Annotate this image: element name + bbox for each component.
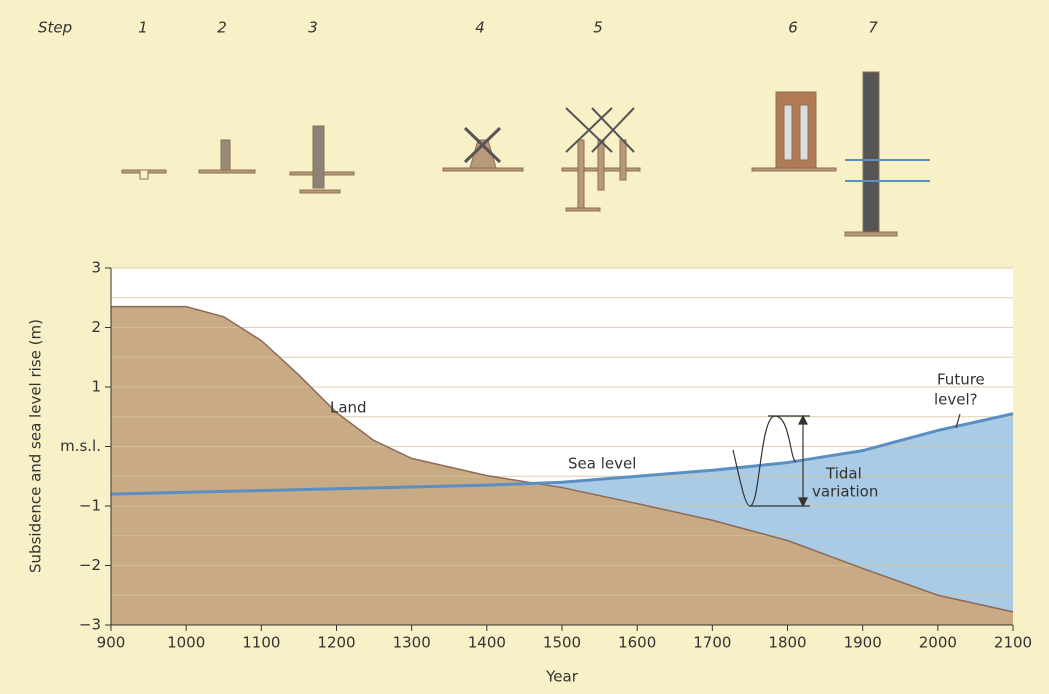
annotation: variation	[812, 483, 878, 501]
step-number: 6	[788, 19, 798, 37]
chart: Land Sea level Step Tidal variation Futur…	[0, 0, 1049, 694]
annotation: Tidal	[825, 465, 862, 483]
step-number: 4	[475, 19, 485, 37]
x-tick-label: 1200	[317, 634, 355, 652]
x-tick-label: 2100	[994, 634, 1032, 652]
x-tick-label: 1100	[242, 634, 280, 652]
x-tick-label: 900	[97, 634, 126, 652]
series-label: Land	[330, 399, 367, 417]
y-tick-label: m.s.l.	[60, 437, 101, 455]
y-axis-label: Subsidence and sea level rise (m)	[27, 319, 45, 573]
y-tick-label: −2	[79, 556, 101, 574]
step-number: 1	[138, 19, 148, 37]
x-axis-label: Year	[545, 668, 579, 686]
step-icons	[122, 72, 930, 236]
x-tick-label: 2000	[919, 634, 957, 652]
annotation: Future	[937, 371, 985, 389]
y-tick-label: −3	[79, 616, 101, 634]
x-tick-label: 1300	[393, 634, 431, 652]
y-tick-label: 3	[91, 259, 101, 277]
y-tick-label: −1	[79, 497, 101, 515]
step-number: 2	[217, 19, 227, 37]
x-tick-label: 1500	[543, 634, 581, 652]
x-tick-label: 1400	[468, 634, 506, 652]
series-label: Sea level	[568, 455, 636, 473]
step-number: 7	[868, 19, 878, 37]
x-tick-label: 1900	[844, 634, 882, 652]
y-tick-label: 2	[91, 318, 101, 336]
step-number: 5	[593, 19, 603, 37]
step-number: 3	[308, 19, 318, 37]
x-tick-label: 1000	[167, 634, 205, 652]
annotation: level?	[934, 391, 978, 409]
x-tick-label: 1700	[693, 634, 731, 652]
x-tick-label: 1600	[618, 634, 656, 652]
step-label: Step	[38, 19, 72, 37]
x-tick-label: 1800	[768, 634, 806, 652]
y-tick-label: 1	[91, 378, 101, 396]
